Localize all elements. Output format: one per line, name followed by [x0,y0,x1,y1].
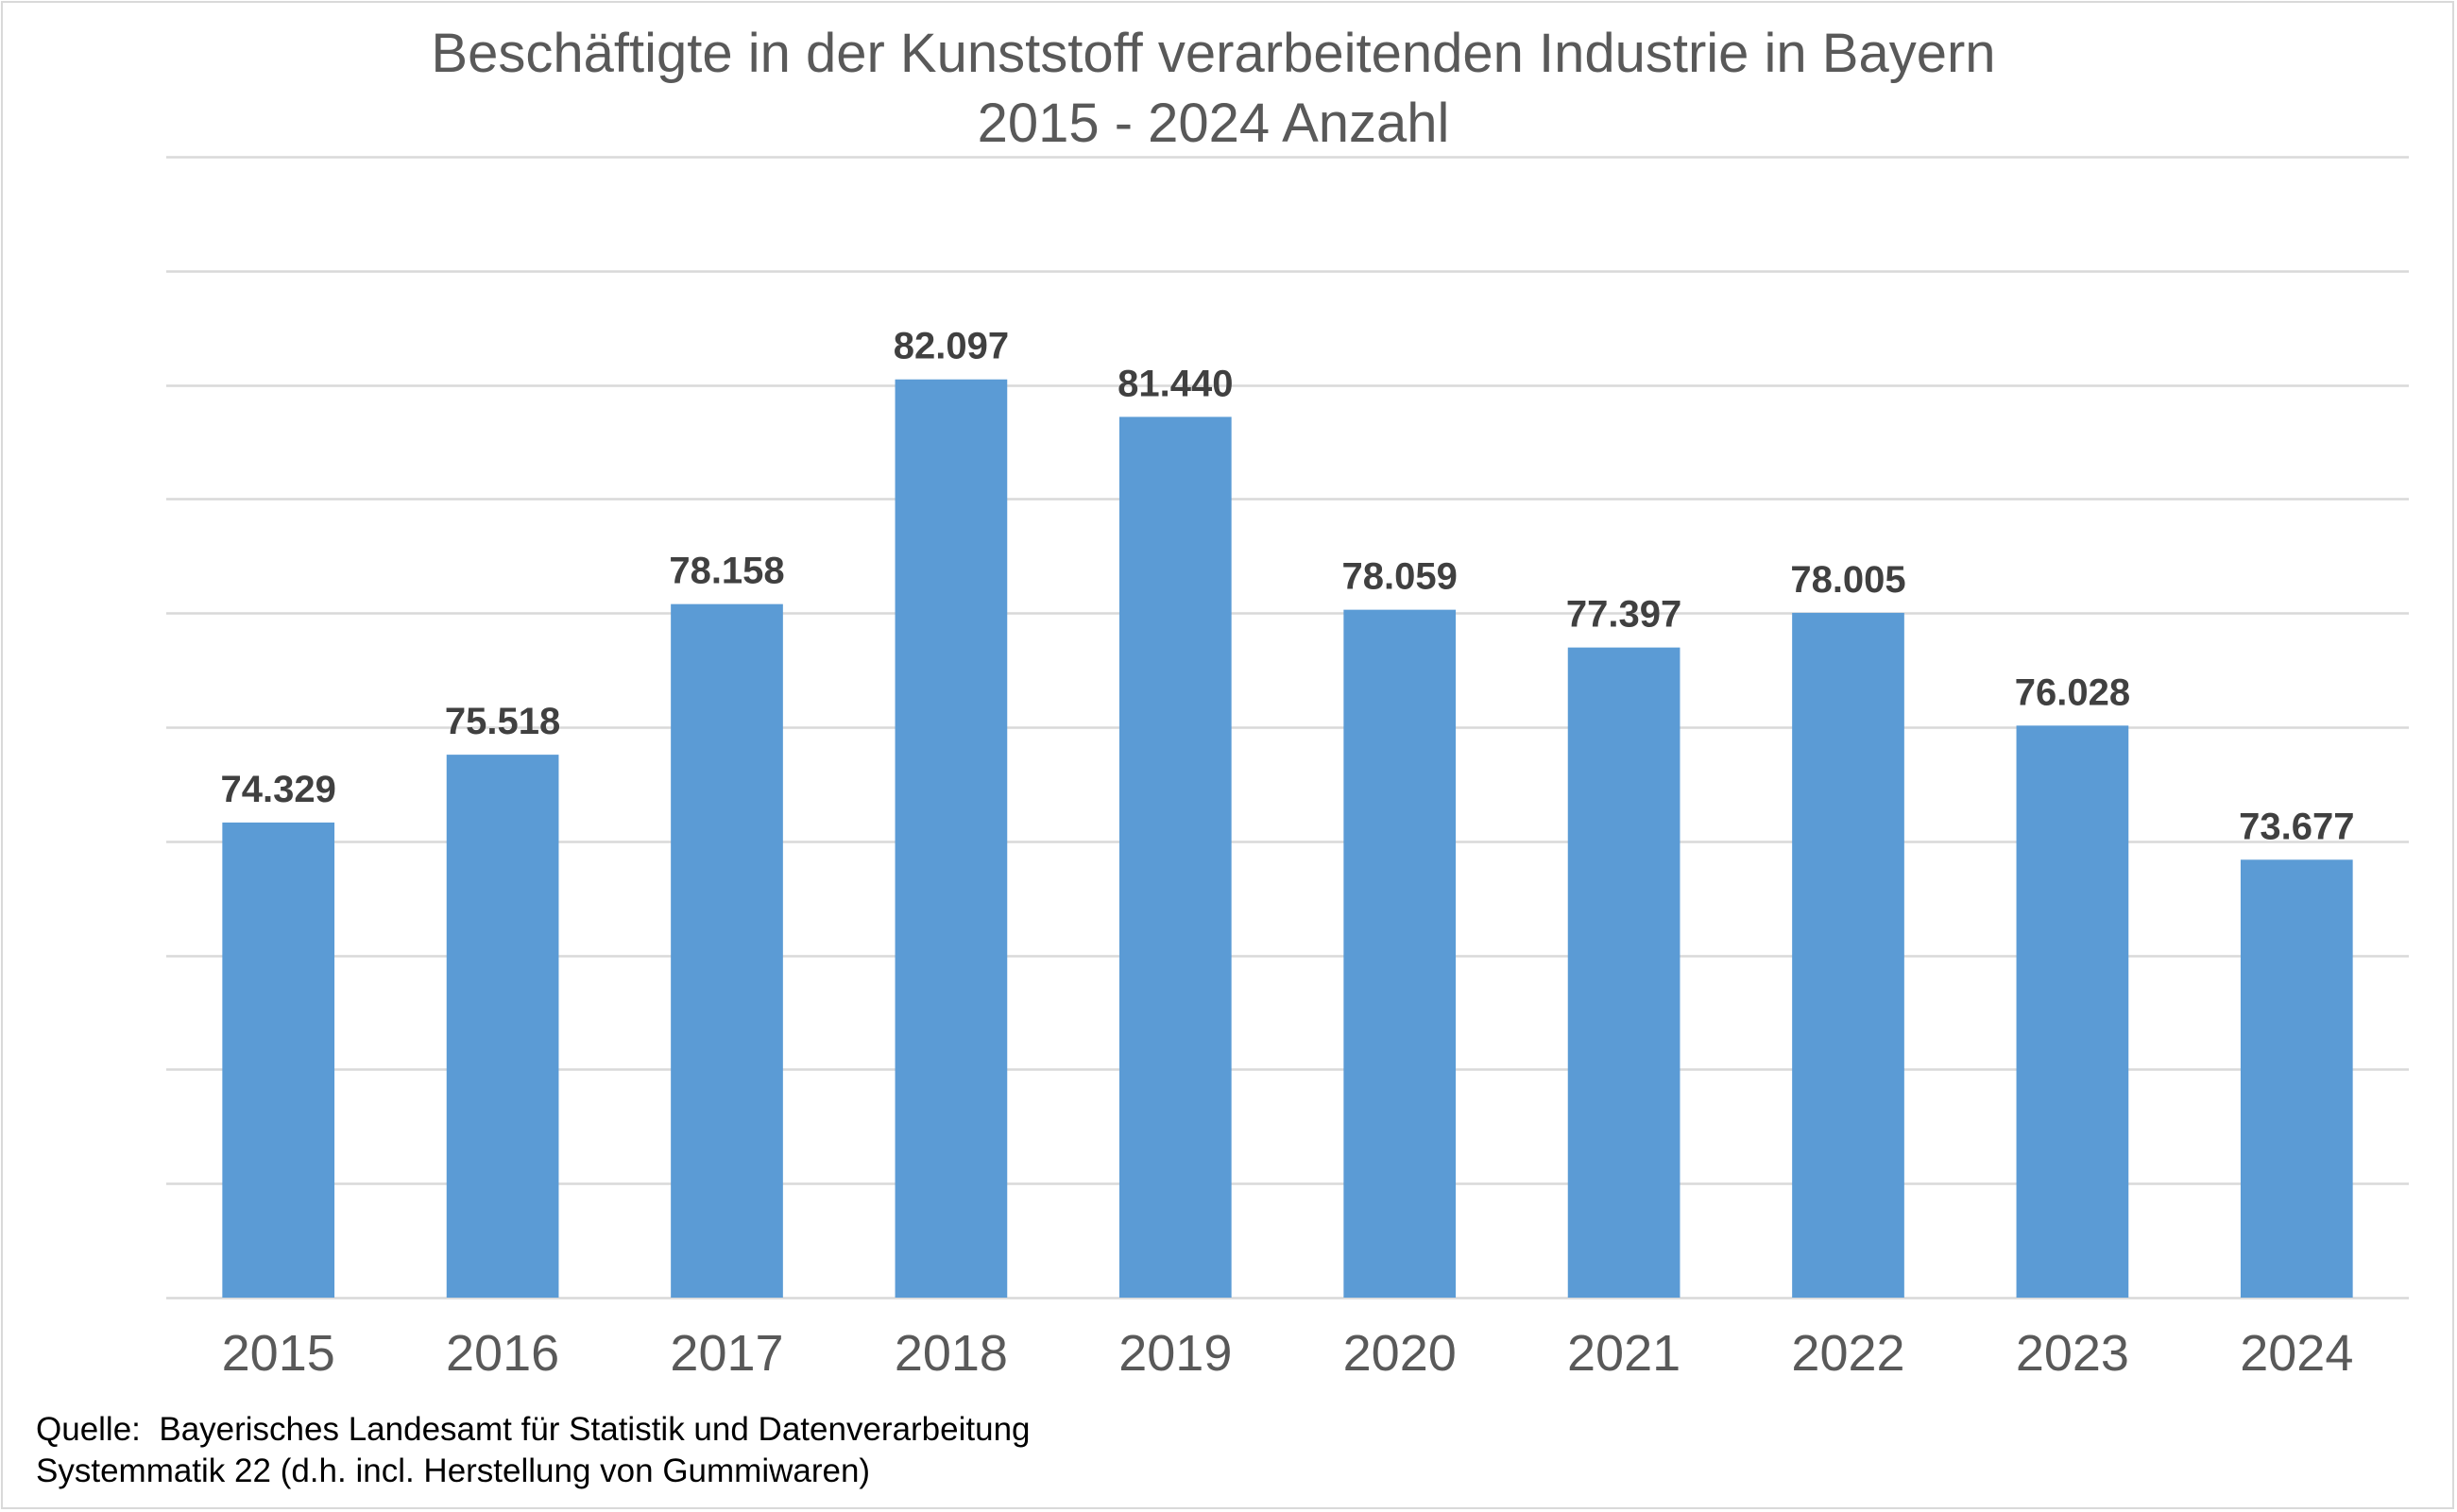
data-label-2023: 76.028 [2015,671,2130,713]
chart-subtitle: 2015 - 2024 Anzahl [977,93,1450,154]
x-tick-2020: 2020 [1343,1325,1457,1382]
source-note: Quelle: Bayerisches Landesamt für Statis… [36,1411,1031,1448]
data-label-2020: 78.059 [1342,556,1458,598]
bars [222,379,2353,1298]
bar-2020 [1343,609,1457,1298]
x-tick-2017: 2017 [670,1325,783,1382]
bar-2018 [895,379,1008,1298]
x-tick-2015: 2015 [222,1325,335,1382]
classification-note: Systemmatik 22 (d.h. incl. Herstellung v… [36,1453,871,1489]
chart-title: Beschäftigte in der Kunststoff verarbeit… [431,23,1996,84]
data-label-2016: 75.518 [445,701,560,742]
x-tick-2023: 2023 [2016,1325,2129,1382]
data-label-2022: 78.005 [1790,559,1905,601]
bar-2019 [1118,416,1232,1298]
bar-2015 [222,822,335,1298]
x-tick-2016: 2016 [446,1325,559,1382]
data-label-2017: 78.158 [669,551,784,592]
x-axis-ticks: 2015 2016 2017 2018 2019 2020 2021 2022 2023 2024 [222,1325,2354,1382]
data-label-2018: 82.097 [894,326,1009,367]
x-tick-2019: 2019 [1118,1325,1232,1382]
bar-2023 [2016,725,2129,1298]
bar-2021 [1567,647,1681,1298]
data-label-2024: 73.677 [2239,806,2354,847]
x-tick-2022: 2022 [1791,1325,1904,1382]
bar-2024 [2240,859,2353,1298]
data-label-2021: 77.397 [1566,594,1681,636]
bar-2017 [671,603,783,1298]
x-tick-2024: 2024 [2240,1325,2353,1382]
x-tick-2018: 2018 [895,1325,1008,1382]
bar-2016 [446,755,559,1298]
data-labels: 74.329 75.518 78.158 82.097 81.440 78.059 77.3… [221,326,2355,848]
bar-2022 [1792,612,1904,1298]
data-label-2015: 74.329 [221,769,336,810]
data-label-2019: 81.440 [1118,363,1233,404]
x-tick-2021: 2021 [1567,1325,1681,1382]
